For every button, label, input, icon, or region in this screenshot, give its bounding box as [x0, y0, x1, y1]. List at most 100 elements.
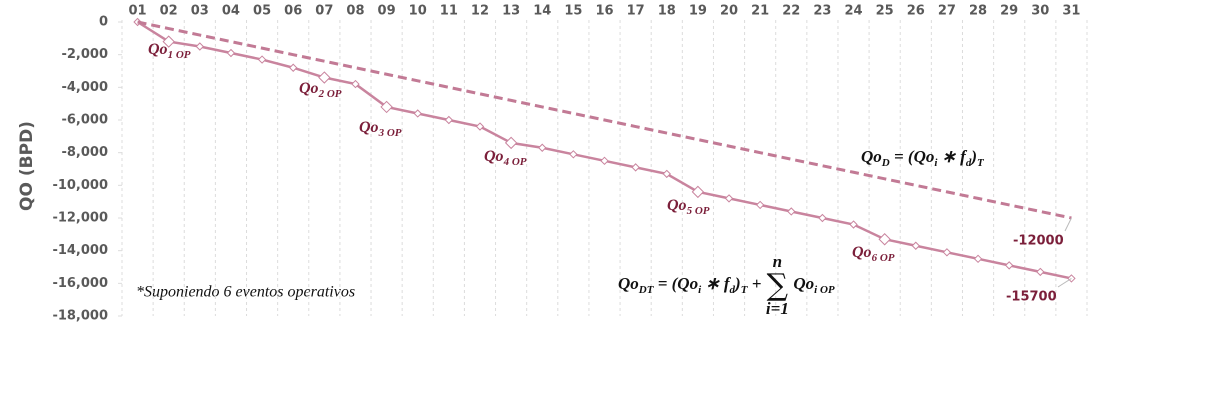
subscript: d — [966, 157, 972, 169]
x-tick-label: 19 — [689, 4, 707, 19]
x-tick-label: 14 — [533, 4, 551, 19]
y-axis-label: QO (BPD) — [17, 121, 37, 211]
value-label: -15700 — [1006, 290, 1057, 305]
x-tick-label: 11 — [440, 4, 458, 19]
point-marker — [631, 163, 640, 172]
x-tick-label: 21 — [751, 4, 769, 19]
formula: Qoi OP — [793, 274, 835, 296]
note: *Suponiendo 6 eventos operativos — [136, 284, 355, 301]
x-tick-label: 30 — [1031, 4, 1049, 19]
subscript: D — [881, 157, 890, 169]
text-part: + — [747, 274, 761, 293]
y-tick-label: -8,000 — [61, 145, 108, 160]
point-marker — [162, 35, 175, 48]
y-tick-label: -16,000 — [52, 276, 108, 291]
y-tick-label: -14,000 — [52, 243, 108, 258]
x-tick-label: 27 — [938, 4, 956, 19]
text-part: Qo — [359, 119, 379, 136]
x-tick-label: 31 — [1062, 4, 1080, 19]
y-tick-label: -2,000 — [61, 47, 108, 62]
x-tick-label: 20 — [720, 4, 738, 19]
subscript: T — [977, 157, 985, 169]
point-marker — [318, 71, 331, 84]
x-tick-label: 07 — [315, 4, 333, 19]
text-part: ) — [969, 147, 977, 166]
point-marker — [1036, 267, 1045, 277]
x-tick-label: 18 — [658, 4, 676, 19]
point-marker — [475, 122, 485, 131]
subscript: 3 OP — [378, 127, 402, 139]
text-part: ) — [733, 274, 741, 293]
series-line — [137, 20, 1072, 220]
point-marker — [538, 143, 547, 152]
point-marker — [942, 248, 952, 257]
y-tick-label: -6,000 — [61, 113, 108, 128]
sum-lower: i=1 — [766, 299, 789, 318]
x-tick-label: 06 — [284, 4, 302, 19]
text-part: Qo — [299, 80, 319, 97]
x-tick-label: 03 — [191, 4, 209, 19]
point-marker — [849, 220, 858, 229]
subscript: 5 OP — [687, 205, 710, 217]
subscript: DT — [638, 284, 655, 296]
subscript: T — [741, 284, 749, 296]
point-marker — [226, 48, 236, 58]
point-marker — [289, 63, 298, 72]
x-tick-label: 16 — [595, 4, 613, 19]
point-marker — [504, 136, 518, 150]
y-tick-label: -18,000 — [52, 309, 108, 324]
x-tick-label: 17 — [627, 4, 645, 19]
sum-sign: ∑ — [767, 268, 789, 303]
x-tick-label: 22 — [782, 4, 800, 19]
x-tick-label: 10 — [409, 4, 427, 19]
formula: QoDT = (Qoi ∗ fd)T + — [618, 274, 761, 296]
subscript: 1 OP — [168, 49, 191, 61]
event-annotation: Qo4 OP — [484, 148, 527, 168]
x-tick-label: 24 — [844, 4, 862, 19]
text-part: Qo — [148, 41, 168, 58]
point-marker — [600, 156, 609, 166]
sum-upper: n — [773, 252, 782, 271]
value-label: -12000 — [1013, 234, 1064, 249]
text-part: Qo — [484, 148, 504, 165]
text-part: = (Qo — [653, 274, 698, 293]
subscript: 6 OP — [872, 252, 895, 264]
event-annotation: Qo1 OP — [148, 41, 191, 61]
text-part: ∗ f — [701, 274, 732, 293]
subscript: 2 OP — [318, 88, 342, 100]
x-tick-label: 05 — [253, 4, 271, 19]
label-leader — [1057, 278, 1072, 288]
point-marker — [787, 207, 796, 216]
x-tick-label: 29 — [1000, 4, 1018, 19]
x-tick-label: 26 — [907, 4, 925, 19]
x-tick-label: 28 — [969, 4, 987, 19]
text-part: Qo — [618, 274, 639, 293]
subscript: i — [934, 157, 938, 169]
point-marker — [413, 109, 422, 118]
point-marker — [1004, 261, 1014, 270]
x-tick-label: 04 — [222, 4, 240, 19]
text-part: Qo — [667, 197, 687, 214]
text-part: Qo — [793, 274, 814, 293]
x-tick-label: 23 — [813, 4, 831, 19]
x-tick-label: 02 — [160, 4, 178, 19]
point-marker — [257, 55, 267, 64]
text-part: ∗ f — [937, 147, 968, 166]
x-tick-label: 09 — [378, 4, 396, 19]
point-marker — [755, 200, 765, 210]
event-annotation: Qo6 OP — [852, 244, 895, 264]
point-marker — [380, 100, 393, 114]
x-tick-label: 01 — [129, 4, 147, 19]
formula: QoD = (Qoi ∗ fd)T — [861, 147, 985, 169]
y-tick-label: -12,000 — [52, 211, 108, 226]
point-marker — [444, 115, 454, 125]
x-tick-label: 13 — [502, 4, 520, 19]
subscript: i OP — [814, 284, 835, 296]
point-marker — [724, 194, 734, 203]
text-part: Qo — [861, 147, 882, 166]
event-annotation: Qo5 OP — [667, 197, 710, 217]
x-tick-label: 25 — [876, 4, 894, 19]
point-marker — [973, 254, 983, 264]
y-tick-label: -4,000 — [61, 80, 108, 95]
point-marker — [691, 185, 705, 199]
